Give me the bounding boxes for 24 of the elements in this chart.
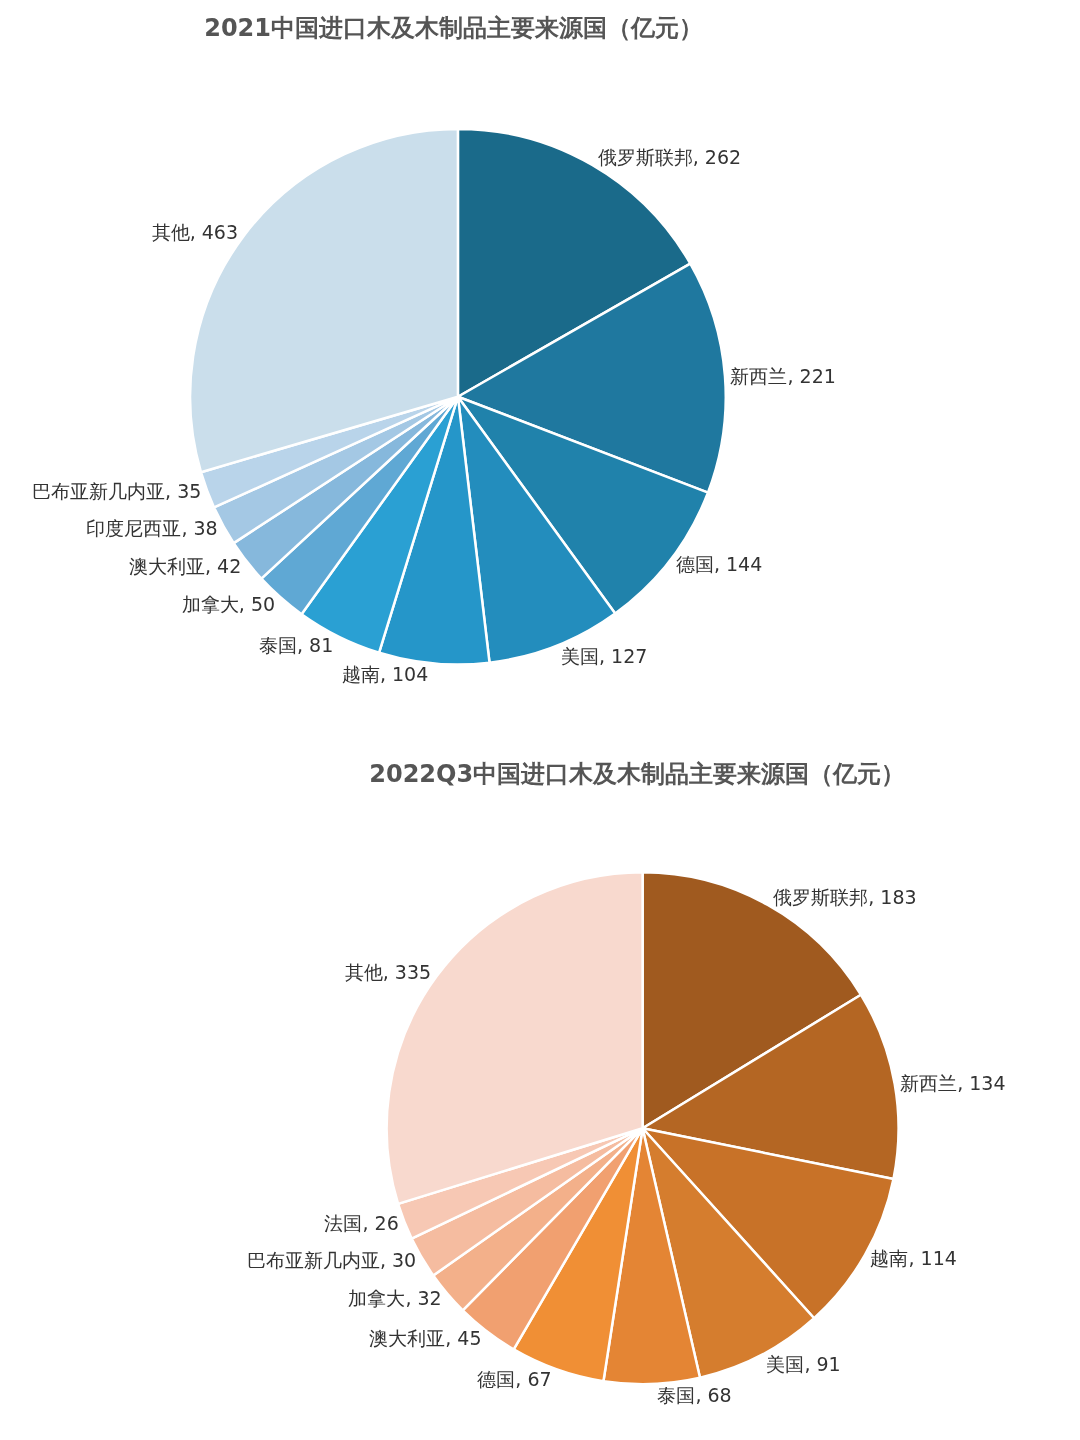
slice-label: 其他, 335 <box>344 961 432 984</box>
slice-label: 新西兰, 134 <box>900 1072 1006 1095</box>
slice-label: 越南, 104 <box>341 663 429 686</box>
slice-label: 泰国, 68 <box>657 1384 732 1407</box>
slice-label: 印度尼西亚, 38 <box>86 517 218 540</box>
slice-label: 澳大利亚, 42 <box>128 554 242 577</box>
slice-label: 新西兰, 221 <box>730 365 836 387</box>
slice-label: 美国, 91 <box>766 1352 841 1375</box>
slice-label: 巴布亚新几内亚, 35 <box>32 480 202 503</box>
slice-label: 俄罗斯联邦, 262 <box>597 145 742 168</box>
slice-label: 巴布亚新几内亚, 30 <box>246 1249 417 1272</box>
slice-label: 加拿大, 50 <box>181 592 276 615</box>
slice-label: 美国, 127 <box>561 644 648 667</box>
chart-title: 2022Q3中国进口木及木制品主要来源国（亿元） <box>369 759 906 788</box>
slice-label: 德国, 67 <box>477 1368 552 1391</box>
slice-label: 越南, 114 <box>870 1246 957 1269</box>
slice-label: 德国, 144 <box>675 552 763 575</box>
slice-label: 俄罗斯联邦, 183 <box>773 885 917 908</box>
slice-label: 其他, 463 <box>151 221 238 244</box>
slice-label: 泰国, 81 <box>258 634 334 657</box>
slice-label: 法国, 26 <box>324 1211 399 1234</box>
slice-label: 澳大利亚, 45 <box>369 1327 482 1350</box>
chart-title: 2021中国进口木及木制品主要来源国（亿元） <box>204 14 703 43</box>
slice-label: 加拿大, 32 <box>348 1287 442 1310</box>
